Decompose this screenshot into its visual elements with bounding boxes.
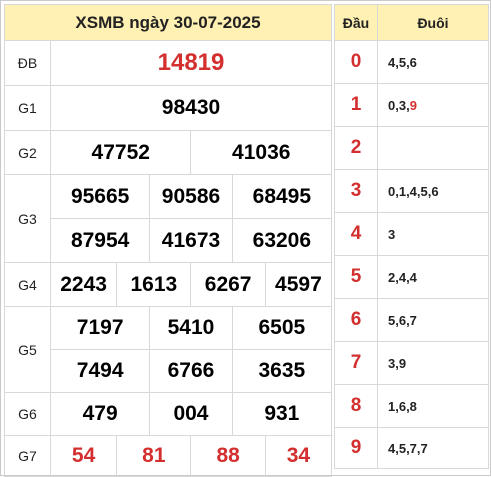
prize-number: 6505	[231, 306, 333, 350]
loto-tail-digits: 3	[388, 226, 396, 242]
prize-number: 5410	[149, 306, 233, 350]
prize-number: 2243	[49, 262, 118, 307]
loto-head: 7	[334, 341, 378, 385]
loto-tail: 4,5,7,7	[377, 427, 489, 469]
loto-tail-label: Đuôi	[377, 4, 489, 41]
prize-table: XSMB ngày 30-07-2025 ĐB 14819 G1 98430 G…	[4, 4, 333, 477]
prize-row-g4: G4 2243 1613 6267 4597	[4, 262, 333, 307]
loto-tail: 3	[377, 212, 489, 256]
loto-row: 8 1,6,8	[334, 384, 489, 428]
prize-number: 1613	[116, 262, 192, 307]
loto-tail-highlight: 9	[409, 97, 417, 113]
loto-table: Đầu Đuôi 0 4,5,6 1 0,3,9 2 3 0,1,4,5,6 4…	[334, 4, 489, 469]
loto-row: 7 3,9	[334, 341, 489, 385]
prize-label: ĐB	[4, 40, 51, 86]
loto-head: 3	[334, 169, 378, 213]
loto-tail: 2,4,4	[377, 255, 489, 299]
prize-number: 95665	[49, 174, 151, 219]
loto-tail	[377, 126, 489, 170]
prize-number: 90586	[149, 174, 233, 219]
prize-number: 7494	[49, 349, 151, 393]
prize-row-g5a: G5 7197 5410 6505	[4, 306, 333, 393]
prize-number: 81	[116, 435, 192, 477]
loto-tail: 0,1,4,5,6	[377, 169, 489, 213]
prize-number: 931	[231, 392, 333, 436]
loto-tail-digits: 0,3,	[388, 97, 410, 113]
prize-number: 7197	[49, 306, 151, 350]
loto-tail-digits: 0,1,4,5,6	[388, 183, 439, 199]
loto-head: 5	[334, 255, 378, 299]
prize-row-g3b: 87954 41673 63206	[5, 218, 333, 263]
loto-tail: 0,3,9	[377, 83, 489, 127]
prize-number: 34	[264, 435, 333, 477]
special-prize-number: 14819	[50, 40, 332, 86]
results-title: XSMB ngày 30-07-2025	[4, 4, 332, 41]
prize-label: G3	[4, 174, 51, 263]
prize-number: 3635	[231, 349, 333, 393]
prize-row-g5b: 7494 6766 3635	[5, 349, 333, 393]
prize-label: G4	[4, 262, 51, 307]
prize-label: G7	[4, 435, 51, 477]
prize-number: 6267	[190, 262, 266, 307]
prize-row-g1: G1 98430	[4, 85, 332, 131]
loto-head: 8	[334, 384, 378, 428]
loto-tail-digits: 3,9	[388, 355, 407, 371]
loto-head: 2	[334, 126, 378, 170]
loto-tail-digits: 2,4,4	[388, 269, 417, 285]
prize-number: 98430	[50, 85, 332, 131]
loto-tail-digits: 4,5,7,7	[388, 440, 428, 456]
loto-row: 2	[334, 126, 489, 170]
prize-row-g2: G2 47752 41036	[4, 130, 332, 175]
prize-label: G5	[4, 306, 51, 393]
loto-tail-digits: 4,5,6	[388, 54, 417, 70]
loto-tail: 4,5,6	[377, 40, 489, 84]
loto-row: 0 4,5,6	[334, 40, 489, 84]
loto-tail-digits: 5,6,7	[388, 312, 417, 328]
prize-number: 4597	[264, 262, 333, 307]
loto-row: 6 5,6,7	[334, 298, 489, 342]
prize-number: 41036	[190, 130, 332, 175]
loto-head: 6	[334, 298, 378, 342]
prize-number: 63206	[231, 218, 333, 263]
prize-number: 88	[190, 435, 266, 477]
prize-label: G1	[4, 85, 51, 131]
loto-tail-digits: 1,6,8	[388, 398, 417, 414]
prize-number: 68495	[231, 174, 333, 219]
loto-head: 9	[334, 427, 378, 469]
prize-number: 47752	[49, 130, 192, 175]
prize-number: 54	[49, 435, 118, 477]
prize-label: G6	[4, 392, 51, 436]
prize-number: 004	[149, 392, 233, 436]
loto-head: 4	[334, 212, 378, 256]
prize-row-db: ĐB 14819	[4, 40, 332, 86]
loto-tail: 5,6,7	[377, 298, 489, 342]
loto-row: 9 4,5,7,7	[334, 427, 489, 469]
loto-row: 1 0,3,9	[334, 83, 489, 127]
prize-number: 479	[49, 392, 151, 436]
prize-number: 41673	[149, 218, 233, 263]
prize-row-g3a: G3 95665 90586 68495	[4, 174, 333, 263]
prize-label: G2	[4, 130, 51, 175]
prize-number: 87954	[49, 218, 151, 263]
loto-tail: 3,9	[377, 341, 489, 385]
prize-row-g7: G7 54 81 88 34	[4, 435, 333, 477]
loto-row: 3 0,1,4,5,6	[334, 169, 489, 213]
loto-tail: 1,6,8	[377, 384, 489, 428]
loto-row: 4 3	[334, 212, 489, 256]
loto-head: 1	[334, 83, 378, 127]
loto-row: 5 2,4,4	[334, 255, 489, 299]
prize-number: 6766	[149, 349, 233, 393]
loto-head: 0	[334, 40, 378, 84]
prize-row-g6: G6 479 004 931	[4, 392, 333, 436]
loto-head-label: Đầu	[334, 4, 378, 41]
